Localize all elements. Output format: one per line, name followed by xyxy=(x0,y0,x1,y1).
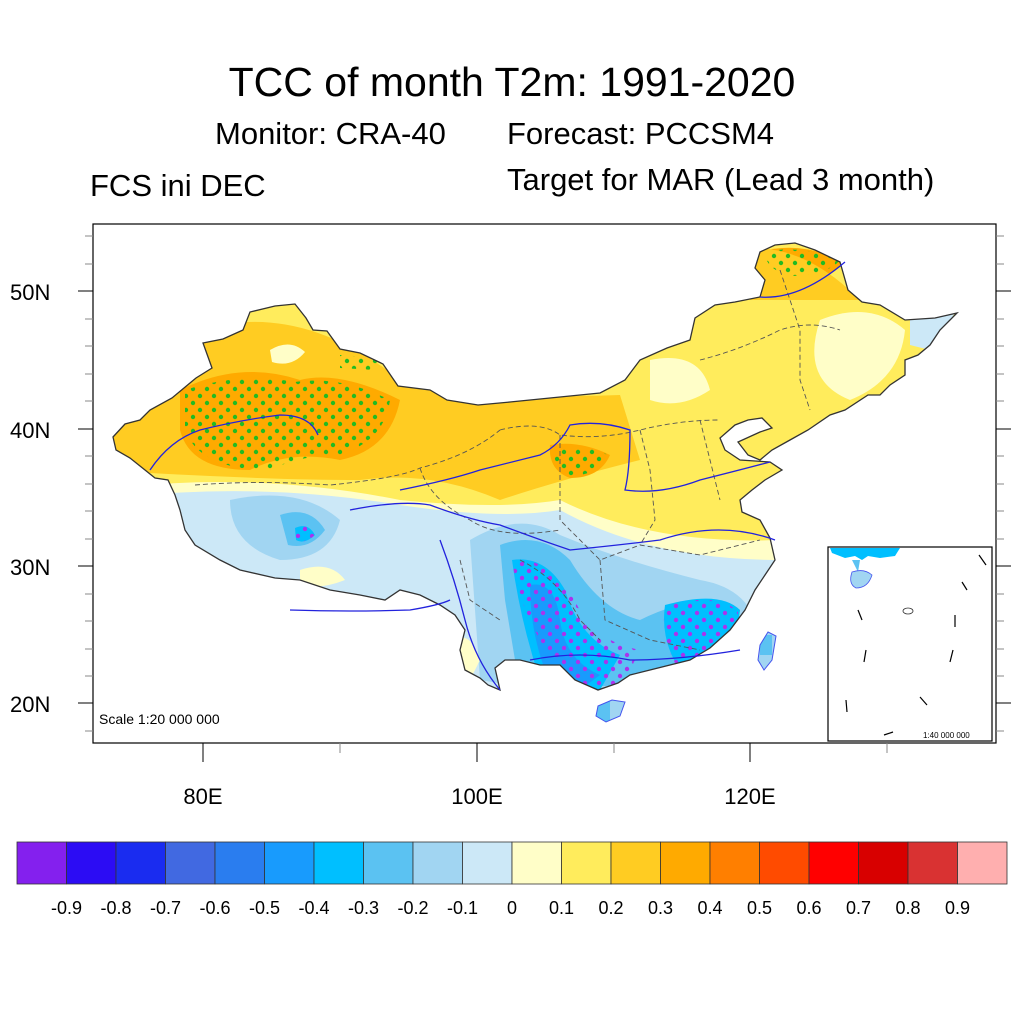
colorbar-tick-label: 0.1 xyxy=(548,898,575,918)
field-tibet-0.0 xyxy=(300,566,345,587)
stipple-southwest xyxy=(512,559,640,690)
colorbar-tick-label: -0.2 xyxy=(397,898,429,918)
river-tarim xyxy=(149,414,319,471)
colorbar-tick-label: 0.3 xyxy=(647,898,674,918)
colorbar-tick-label: -0.7 xyxy=(149,898,182,918)
colorbar-swatch xyxy=(858,841,909,885)
axis-ticks xyxy=(78,290,1011,762)
colorbar-tick-label: -0.5 xyxy=(248,898,281,918)
inset-coast xyxy=(830,548,900,560)
colorbar xyxy=(16,841,1008,885)
colorbar-swatch xyxy=(16,841,67,885)
colorbar-swatch xyxy=(214,841,265,885)
stipple-southeast xyxy=(663,599,738,668)
colorbar-swatch xyxy=(462,841,513,885)
colorbar-tick-label: 0.7 xyxy=(845,898,872,918)
stipple-altai xyxy=(340,355,380,370)
stipple-ordos xyxy=(554,447,608,476)
river-nu xyxy=(439,539,501,691)
colorbar-swatch xyxy=(313,841,364,885)
lon-label-120e: 120E xyxy=(724,784,776,809)
lat-label-20n: 20N xyxy=(10,692,51,717)
lat-label-30n: 30N xyxy=(10,555,51,580)
province-boundaries xyxy=(194,269,841,651)
colorbar-swatch xyxy=(610,841,661,885)
colorbar-swatch xyxy=(66,841,117,885)
chart-title: TCC of month T2m: 1991-2020 xyxy=(228,59,796,105)
colorbar-tick-label: 0.8 xyxy=(895,898,921,918)
colorbar-swatch xyxy=(165,841,216,885)
scale-label: Scale 1:20 000 000 xyxy=(99,711,220,727)
colorbar-swatch xyxy=(561,841,612,885)
colorbar-swatch xyxy=(363,841,414,885)
inset-dash-line xyxy=(845,554,987,736)
colorbar-tick-label: -0.6 xyxy=(199,898,231,918)
field-patch-0.0 xyxy=(270,344,305,364)
axis-minor-ticks xyxy=(85,235,1004,753)
hainan-outline xyxy=(595,699,626,723)
colorbar-swatch xyxy=(660,841,711,885)
taiwan-outline xyxy=(757,631,777,671)
field-ne-0.0 xyxy=(814,312,905,400)
river-yarlung xyxy=(289,599,451,612)
inset-hainan xyxy=(850,570,873,589)
colorbar-swatch xyxy=(957,841,1008,885)
lat-label-40n: 40N xyxy=(10,418,51,443)
field-nc-0.0 xyxy=(650,358,710,404)
colorbar-tick-label: 0.9 xyxy=(944,898,971,918)
colorbar-swatch xyxy=(759,841,810,885)
colorbar-tick-label: -0.3 xyxy=(347,898,380,918)
river-amur xyxy=(759,261,846,298)
monitor-label: Monitor: CRA-40 xyxy=(215,116,446,151)
forecast-label: Forecast: PCCSM4 xyxy=(507,116,775,151)
lon-label-100e: 100E xyxy=(451,784,503,809)
river-yangtze xyxy=(349,502,776,551)
colorbar-swatch xyxy=(511,841,562,885)
field-ne-neg xyxy=(910,310,957,350)
inset-scale-label: 1:40 000 000 xyxy=(923,731,970,740)
colorbar-tick-label: 0 xyxy=(506,898,517,918)
colorbar-swatch xyxy=(907,841,958,885)
inset-south-china-sea xyxy=(827,546,993,742)
lat-label-50n: 50N xyxy=(10,280,51,305)
target-label: Target for MAR (Lead 3 month) xyxy=(507,162,935,197)
colorbar-tick-label: -0.9 xyxy=(50,898,83,918)
colorbar-tick-label: -0.8 xyxy=(100,898,132,918)
colorbar-swatch xyxy=(264,841,315,885)
inset-islet xyxy=(902,607,914,615)
colorbar-tick-label: -0.1 xyxy=(446,898,479,918)
colorbar-swatch xyxy=(808,841,859,885)
stipple-xinjiang xyxy=(185,378,390,470)
colorbar-swatch xyxy=(709,841,760,885)
stipple-mohe xyxy=(765,249,840,276)
colorbar-swatch xyxy=(412,841,463,885)
colorbar-swatch xyxy=(115,841,166,885)
colorbar-tick-label: 0.2 xyxy=(598,898,624,918)
initialization-label: FCS ini DEC xyxy=(90,168,266,203)
lon-label-80e: 80E xyxy=(183,784,223,809)
river-pearl xyxy=(529,649,741,661)
colorbar-tick-label: 0.5 xyxy=(746,898,773,918)
river-yellow xyxy=(399,422,771,492)
stipple-tibet xyxy=(296,526,315,542)
colorbar-tick-label: 0.4 xyxy=(697,898,723,918)
inset-leizhou xyxy=(852,560,860,572)
colorbar-tick-label: 0.6 xyxy=(796,898,822,918)
rivers xyxy=(149,261,846,691)
colorbar-tick-label: -0.4 xyxy=(298,898,330,918)
